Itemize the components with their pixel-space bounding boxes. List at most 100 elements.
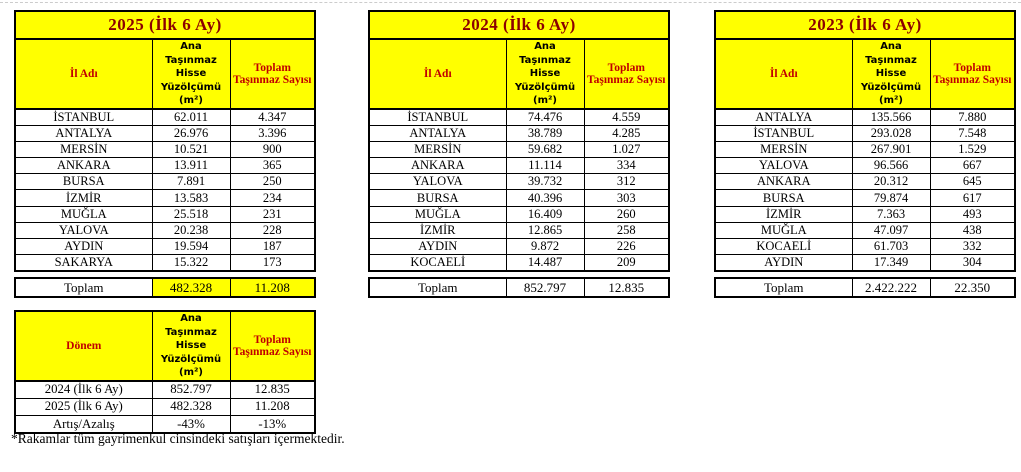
province-cell: ANKARA (14, 157, 153, 175)
area-cell: 39.732 (505, 173, 585, 191)
count-cell: 4.285 (583, 124, 670, 142)
year-table-2024: 2024 (İlk 6 Ay) İl Adı Ana Taşınmaz Hiss… (368, 10, 671, 273)
column-header-donem: Dönem (14, 310, 153, 382)
column-header-count: Toplam Taşınmaz Sayısı (929, 38, 1016, 110)
province-cell: BURSA (368, 189, 507, 207)
province-cell: İSTANBUL (14, 108, 153, 126)
period-cell: 2024 (İlk 6 Ay) (14, 380, 153, 399)
table-row: MERSİN 10.521 900 (14, 140, 316, 159)
table-row: AYDIN 17.349 304 (714, 254, 1016, 272)
province-cell: MERSİN (368, 140, 507, 159)
count-cell: 7.548 (929, 124, 1016, 142)
province-cell: AYDIN (714, 254, 853, 272)
count-cell: 12.835 (229, 380, 316, 399)
area-cell: 59.682 (505, 140, 585, 159)
area-cell: 852.797 (151, 380, 231, 399)
period-comparison-table: Dönem Ana Taşınmaz Hisse Yüzölçümü (m²) … (14, 310, 316, 435)
table-row: BURSA 79.874 617 (714, 189, 1016, 207)
province-cell: İZMİR (368, 221, 507, 240)
province-cell: AYDIN (14, 237, 153, 256)
footnote-text: *Rakamlar tüm gayrimenkul cinsindeki sat… (11, 431, 345, 446)
table-row: MUĞLA 16.409 260 (368, 205, 670, 223)
table-row: YALOVA 39.732 312 (368, 173, 670, 191)
year-table-2025: 2025 (İlk 6 Ay) İl Adı Ana Taşınmaz Hiss… (14, 10, 317, 273)
province-cell: MERSİN (714, 140, 853, 159)
area-cell: 14.487 (505, 254, 585, 272)
province-cell: BURSA (714, 189, 853, 207)
area-cell: 47.097 (851, 221, 931, 240)
province-cell: MERSİN (14, 140, 153, 159)
area-cell: 7.891 (151, 173, 231, 191)
province-cell: ANTALYA (714, 108, 853, 126)
area-cell: 135.566 (851, 108, 931, 126)
count-cell: 617 (929, 189, 1016, 207)
total-count-cell: 22.350 (929, 277, 1016, 298)
province-cell: ANTALYA (368, 124, 507, 142)
table-title-2024: 2024 (İlk 6 Ay) (368, 10, 670, 40)
count-cell: 4.347 (229, 108, 316, 126)
count-cell: 1.529 (929, 140, 1016, 159)
area-cell: 10.521 (151, 140, 231, 159)
table-row: Artış/Azalış -43% -13% (14, 415, 316, 434)
table-row: ANKARA 20.312 645 (714, 173, 1016, 191)
table-row: BURSA 40.396 303 (368, 189, 670, 207)
period-cell: 2025 (İlk 6 Ay) (14, 397, 153, 417)
area-cell: 38.789 (505, 124, 585, 142)
table-row: MERSİN 267.901 1.529 (714, 140, 1016, 159)
province-cell: KOCAELİ (368, 254, 507, 272)
count-cell: 173 (229, 254, 316, 272)
table-row: YALOVA 96.566 667 (714, 157, 1016, 175)
province-cell: SAKARYA (14, 254, 153, 272)
area-cell: 15.322 (151, 254, 231, 272)
table-title-2023: 2023 (İlk 6 Ay) (714, 10, 1016, 40)
area-cell: 13.911 (151, 157, 231, 175)
province-cell: KOCAELİ (714, 237, 853, 256)
table-row: ANKARA 11.114 334 (368, 157, 670, 175)
count-cell: 1.027 (583, 140, 670, 159)
count-cell: 250 (229, 173, 316, 191)
table-row: 2024 (İlk 6 Ay) 852.797 12.835 (14, 380, 316, 399)
province-cell: İZMİR (714, 205, 853, 223)
area-cell: 12.865 (505, 221, 585, 240)
province-cell: BURSA (14, 173, 153, 191)
year-table-2023: 2023 (İlk 6 Ay) İl Adı Ana Taşınmaz Hiss… (714, 10, 1017, 273)
area-cell: 26.976 (151, 124, 231, 142)
column-header-il-adi: İl Adı (714, 38, 853, 110)
count-cell: 3.396 (229, 124, 316, 142)
area-cell: 293.028 (851, 124, 931, 142)
count-cell: 303 (583, 189, 670, 207)
province-cell: MUĞLA (14, 205, 153, 223)
province-cell: İZMİR (14, 189, 153, 207)
province-cell: YALOVA (714, 157, 853, 175)
table-row: MUĞLA 25.518 231 (14, 205, 316, 223)
count-cell: 900 (229, 140, 316, 159)
province-cell: MUĞLA (368, 205, 507, 223)
province-cell: ANKARA (714, 173, 853, 191)
count-cell: 260 (583, 205, 670, 223)
area-cell: 11.114 (505, 157, 585, 175)
column-header-il-adi: İl Adı (14, 38, 153, 110)
count-cell: 11.208 (229, 397, 316, 417)
count-cell: 4.559 (583, 108, 670, 126)
column-header-count: Toplam Taşınmaz Sayısı (229, 310, 316, 382)
province-cell: YALOVA (14, 221, 153, 240)
area-cell: 13.583 (151, 189, 231, 207)
table-row: BURSA 7.891 250 (14, 173, 316, 191)
table-row: ANTALYA 135.566 7.880 (714, 108, 1016, 126)
total-row-2025: Toplam 482.328 11.208 (14, 277, 316, 298)
province-cell: YALOVA (368, 173, 507, 191)
total-area-cell: 2.422.222 (851, 277, 931, 298)
table-row: YALOVA 20.238 228 (14, 221, 316, 240)
count-cell: 365 (229, 157, 316, 175)
column-header-area: Ana Taşınmaz Hisse Yüzölçümü (m²) (851, 38, 931, 110)
count-cell: 438 (929, 221, 1016, 240)
count-cell: 667 (929, 157, 1016, 175)
column-header-area: Ana Taşınmaz Hisse Yüzölçümü (m²) (505, 38, 585, 110)
count-cell: 228 (229, 221, 316, 240)
area-cell: 9.872 (505, 237, 585, 256)
area-cell: 7.363 (851, 205, 931, 223)
column-header-il-adi: İl Adı (368, 38, 507, 110)
table-row: İZMİR 7.363 493 (714, 205, 1016, 223)
count-cell: 645 (929, 173, 1016, 191)
table-row: ANTALYA 26.976 3.396 (14, 124, 316, 142)
